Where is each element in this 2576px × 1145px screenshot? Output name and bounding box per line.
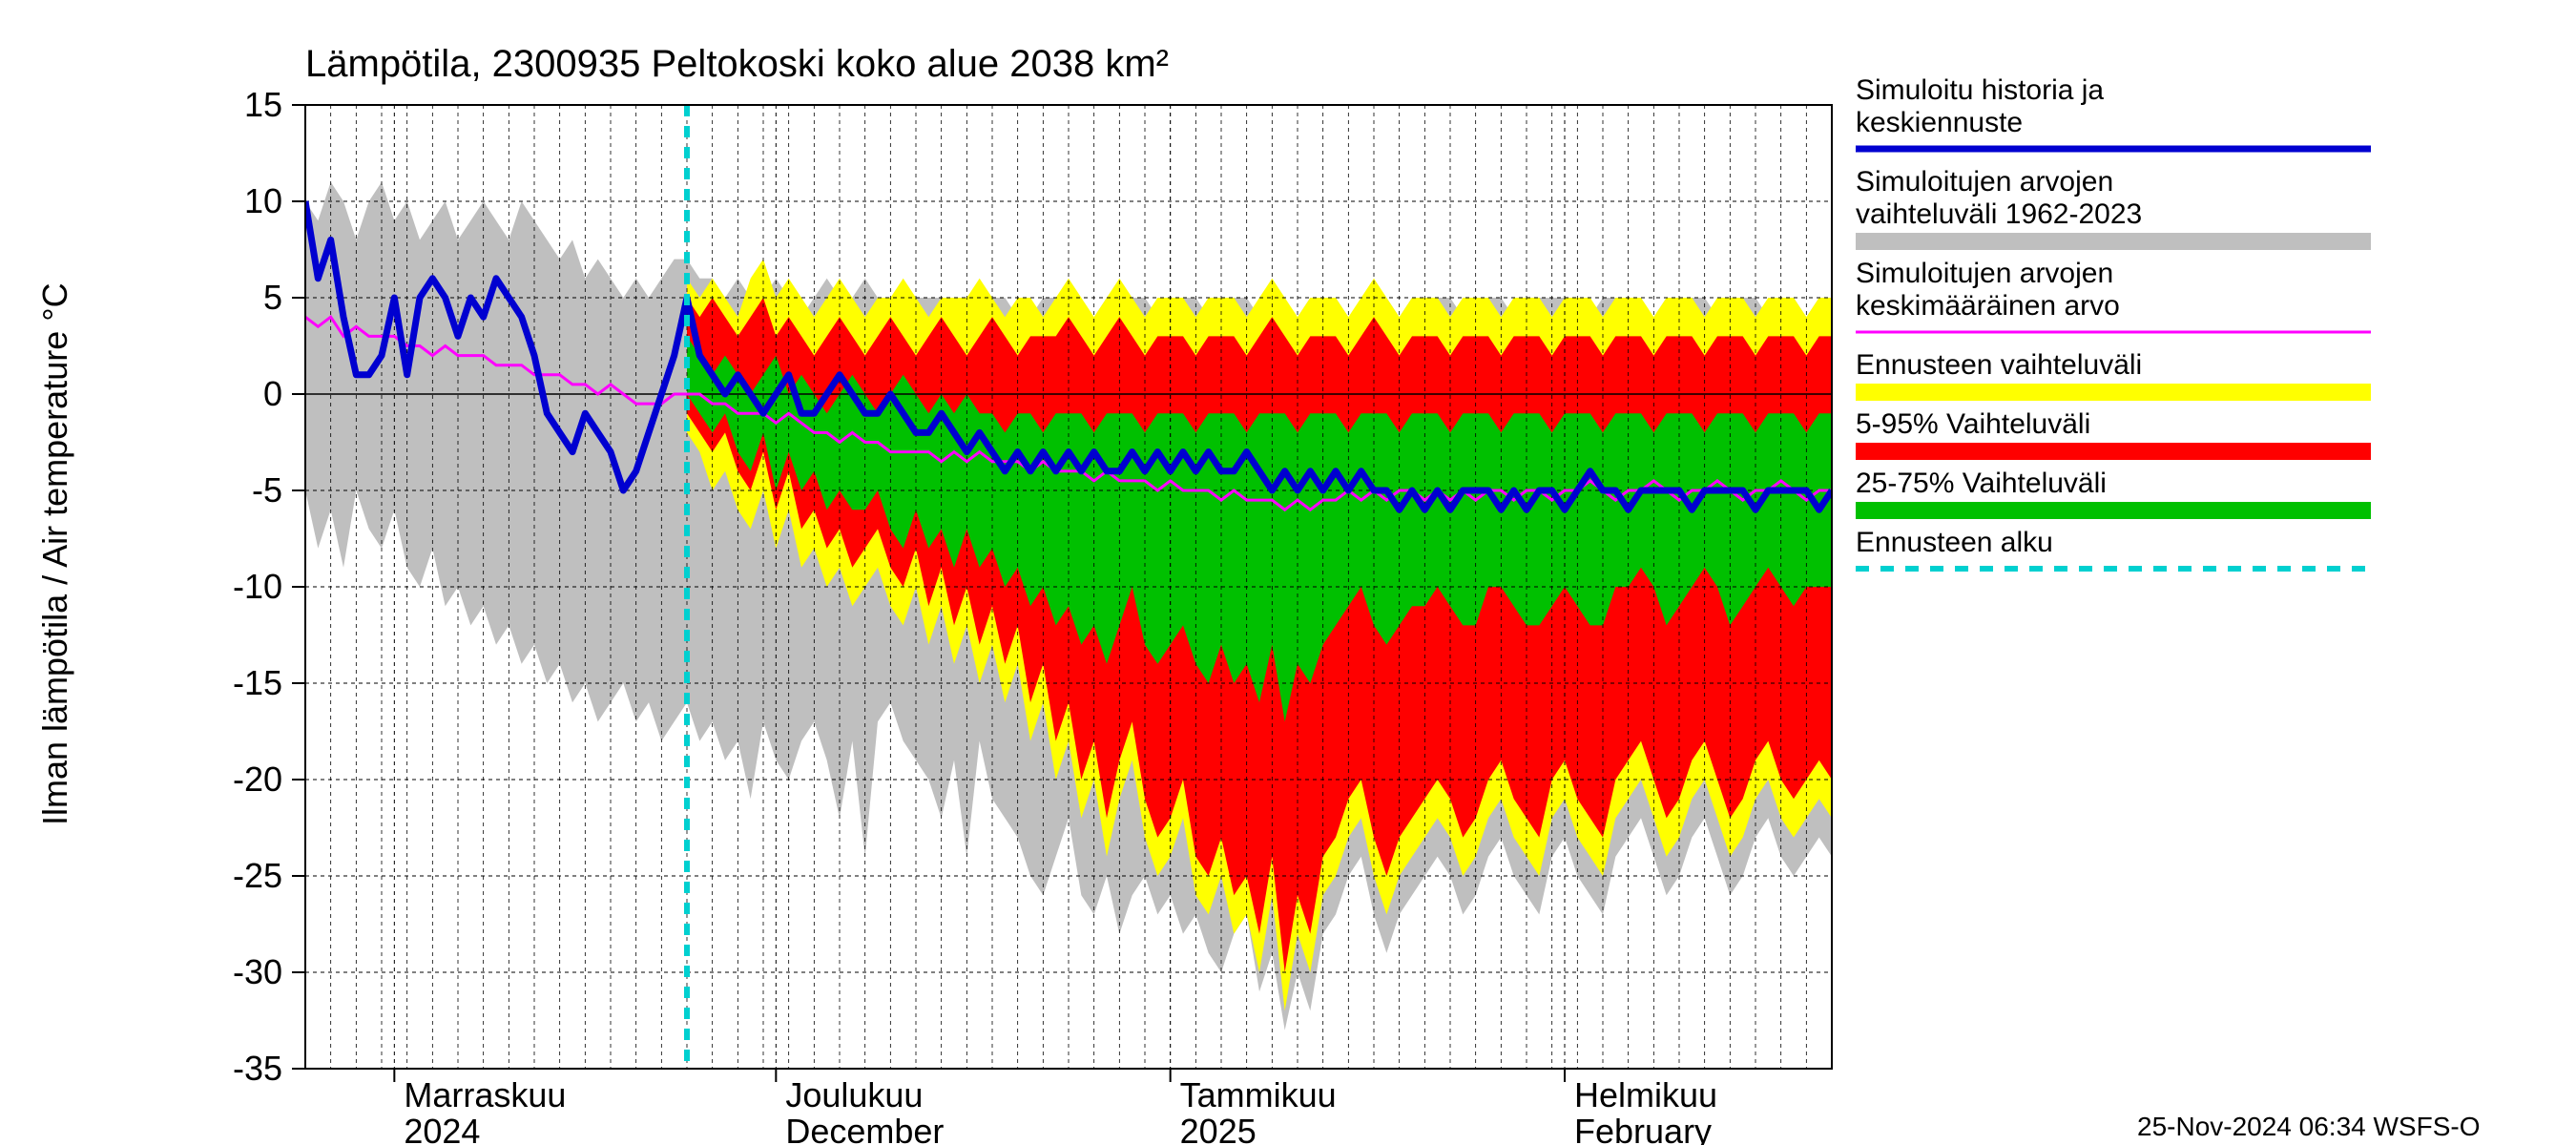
legend-label: Simuloitujen arvojen <box>1856 166 2113 198</box>
y-tick-label: -15 <box>233 663 282 702</box>
y-tick-label: -20 <box>233 760 282 799</box>
x-tick-label-fin: Helmikuu <box>1574 1075 1717 1114</box>
legend-label: Simuloitu historia ja <box>1856 74 2104 106</box>
y-tick-label: -5 <box>252 470 282 510</box>
legend-swatch <box>1856 233 2371 250</box>
legend-label: Simuloitujen arvojen <box>1856 258 2113 289</box>
legend-swatch <box>1856 443 2371 460</box>
chart-title: Lämpötila, 2300935 Peltokoski koko alue … <box>305 43 1169 85</box>
x-tick-label-fin: Joulukuu <box>785 1075 923 1114</box>
legend-label: vaihteluväli 1962-2023 <box>1856 198 2142 230</box>
y-tick-label: -30 <box>233 952 282 991</box>
x-tick-label-eng: 2024 <box>404 1112 480 1145</box>
legend-swatch <box>1856 384 2371 401</box>
y-axis-label: Ilman lämpötila / Air temperature °C <box>35 282 74 825</box>
temperature-chart: Lämpötila, 2300935 Peltokoski koko alue … <box>0 0 2576 1145</box>
legend-swatch <box>1856 502 2371 519</box>
legend-label: 5-95% Vaihteluväli <box>1856 408 2090 440</box>
x-tick-label-eng: 2025 <box>1180 1112 1257 1145</box>
legend-label: 25-75% Vaihteluväli <box>1856 468 2107 499</box>
legend-label: Ennusteen alku <box>1856 527 2053 558</box>
y-tick-label: 15 <box>244 85 282 124</box>
y-tick-label: -10 <box>233 567 282 606</box>
y-tick-label: 10 <box>244 181 282 220</box>
y-tick-label: 5 <box>263 278 282 317</box>
legend-label: keskimääräinen arvo <box>1856 290 2120 322</box>
chart-footer: 25-Nov-2024 06:34 WSFS-O <box>2137 1112 2481 1141</box>
legend-label: Ennusteen vaihteluväli <box>1856 349 2142 381</box>
y-tick-label: -25 <box>233 856 282 895</box>
x-tick-label-eng: February <box>1574 1112 1712 1145</box>
legend-label: keskiennuste <box>1856 107 2023 138</box>
x-tick-label-fin: Tammikuu <box>1180 1075 1337 1114</box>
x-tick-label-fin: Marraskuu <box>404 1075 566 1114</box>
y-tick-label: 0 <box>263 374 282 413</box>
y-tick-label: -35 <box>233 1049 282 1088</box>
x-tick-label-eng: December <box>785 1112 944 1145</box>
